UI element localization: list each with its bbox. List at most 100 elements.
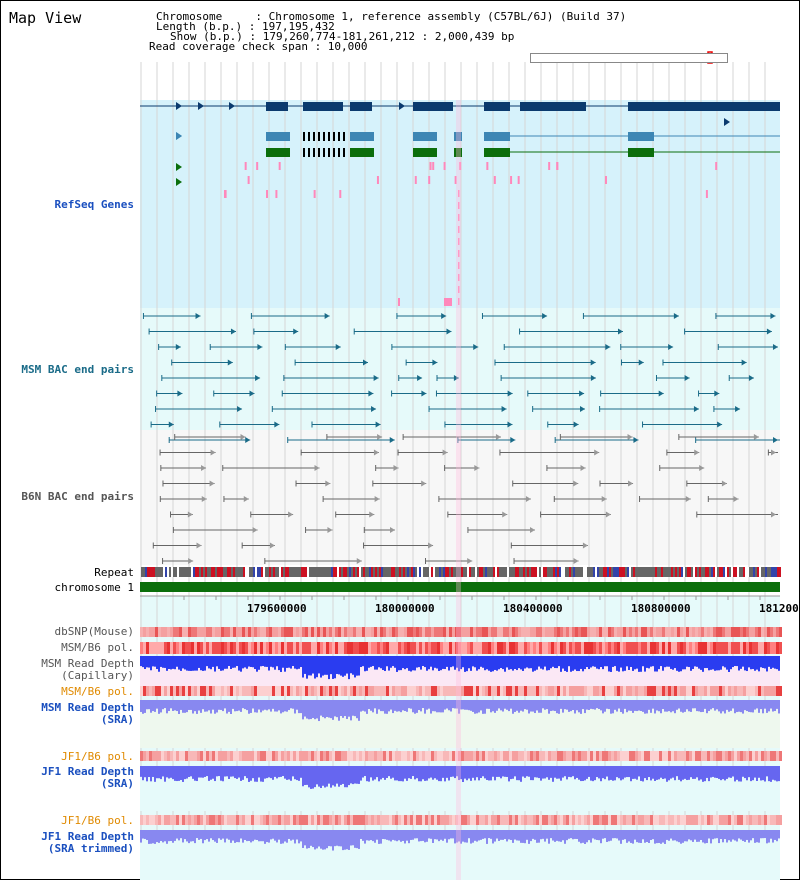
label-msm-b6-pol-sra[interactable]: MSM/B6 pol. xyxy=(61,685,134,698)
depth-bar xyxy=(760,700,762,710)
depth-bar xyxy=(162,766,164,777)
depth-bar xyxy=(360,830,362,839)
depth-bar xyxy=(678,656,680,672)
repeat-mark xyxy=(615,567,617,577)
label-msm-b6-pol[interactable]: MSM/B6 pol. xyxy=(61,641,134,654)
depth-bar xyxy=(688,700,690,712)
depth-bar xyxy=(198,830,200,840)
repeat-mark xyxy=(167,567,169,577)
dbsnp-heat xyxy=(776,627,779,637)
depth-bar xyxy=(330,766,332,788)
label-repeat[interactable]: Repeat xyxy=(94,566,134,579)
depth-bar xyxy=(696,700,698,712)
depth-bar xyxy=(376,656,378,670)
pol-heat xyxy=(305,686,308,696)
depth-bar xyxy=(540,830,542,840)
depth-bar xyxy=(144,830,146,839)
pol-heat xyxy=(689,815,692,825)
depth-bar xyxy=(726,700,728,710)
label-jf1-b6-pol-2[interactable]: JF1/B6 pol. xyxy=(61,814,134,827)
pol-heat xyxy=(605,642,608,654)
depth-bar xyxy=(228,656,230,667)
depth-bar xyxy=(728,830,730,841)
depth-bar xyxy=(430,830,432,839)
repeat-mark xyxy=(385,567,387,577)
bac-end xyxy=(685,496,691,502)
depth-bar xyxy=(236,766,238,779)
dbsnp-heat xyxy=(521,627,524,637)
repeat-mark xyxy=(689,567,691,577)
depth-bar xyxy=(222,656,224,671)
repeat-mark xyxy=(629,567,631,577)
depth-bar xyxy=(464,766,466,779)
pol-heat xyxy=(173,642,176,654)
pol-heat xyxy=(710,751,713,761)
depth-bar xyxy=(190,830,192,842)
label-jf1-depth[interactable]: JF1 Read Depth xyxy=(41,765,134,778)
pol-heat xyxy=(218,642,221,654)
label-jf1-b6-pol[interactable]: JF1/B6 pol. xyxy=(61,750,134,763)
dbsnp-heat xyxy=(146,627,149,637)
label-msm-bac[interactable]: MSM BAC end pairs xyxy=(21,363,134,376)
label-msm-depth-cap[interactable]: MSM Read Depth xyxy=(41,657,134,670)
pol-heat xyxy=(611,815,614,825)
depth-bar xyxy=(364,700,366,712)
pol-heat xyxy=(473,642,476,654)
pol-heat xyxy=(542,642,545,654)
dbsnp-heat xyxy=(605,627,608,637)
depth-bar xyxy=(686,766,688,781)
label-dbsnp[interactable]: dbSNP(Mouse) xyxy=(54,625,134,638)
depth-bar xyxy=(272,766,274,780)
repeat-mark xyxy=(525,567,527,577)
label-jf1-depth-trim[interactable]: JF1 Read Depth xyxy=(41,830,134,843)
depth-bar xyxy=(646,700,648,714)
axis-tick-label: 180000000 xyxy=(375,602,435,615)
pol-heat xyxy=(737,815,740,825)
depth-bar xyxy=(410,830,412,840)
depth-bar xyxy=(224,830,226,843)
depth-bar xyxy=(506,830,508,842)
depth-bar xyxy=(772,700,774,712)
depth-bar xyxy=(218,700,220,710)
depth-bar xyxy=(580,766,582,782)
depth-bar xyxy=(750,656,752,670)
depth-bar xyxy=(726,766,728,779)
label-msm-depth-sra[interactable]: MSM Read Depth xyxy=(41,701,134,714)
depth-bar xyxy=(208,830,210,842)
depth-bar xyxy=(418,700,420,711)
dbsnp-heat xyxy=(647,627,650,637)
depth-bar xyxy=(698,766,700,781)
repeat-mark xyxy=(421,567,423,577)
depth-bar xyxy=(608,766,610,781)
depth-bar xyxy=(230,656,232,670)
pol-heat xyxy=(491,642,494,654)
bac-end xyxy=(495,434,501,440)
depth-bar xyxy=(296,766,298,781)
depth-bar xyxy=(648,830,650,843)
repeat-mark xyxy=(233,567,235,577)
pol-heat xyxy=(665,815,668,825)
pol-heat xyxy=(683,815,686,825)
repeat-mark xyxy=(185,567,187,577)
pol-heat xyxy=(512,815,515,825)
chromosome-ideogram[interactable] xyxy=(530,53,728,63)
depth-bar xyxy=(244,830,246,840)
label-refseq-genes[interactable]: RefSeq Genes xyxy=(54,198,134,211)
repeat-mark xyxy=(511,567,513,577)
label-b6n-bac[interactable]: B6N BAC end pairs xyxy=(21,490,134,503)
dbsnp-heat xyxy=(590,627,593,637)
label-chromosome[interactable]: chromosome 1 xyxy=(54,581,134,594)
repeat-mark xyxy=(595,567,597,577)
pol-heat xyxy=(725,751,728,761)
depth-bar xyxy=(604,656,606,667)
pol-heat xyxy=(461,751,464,761)
pol-heat xyxy=(203,815,206,825)
depth-bar xyxy=(166,700,168,714)
pol-heat xyxy=(749,686,752,696)
pol-heat xyxy=(656,815,659,825)
depth-bar xyxy=(584,766,586,781)
depth-bar xyxy=(398,656,400,671)
gene-block xyxy=(413,102,453,111)
depth-bar xyxy=(298,656,300,669)
